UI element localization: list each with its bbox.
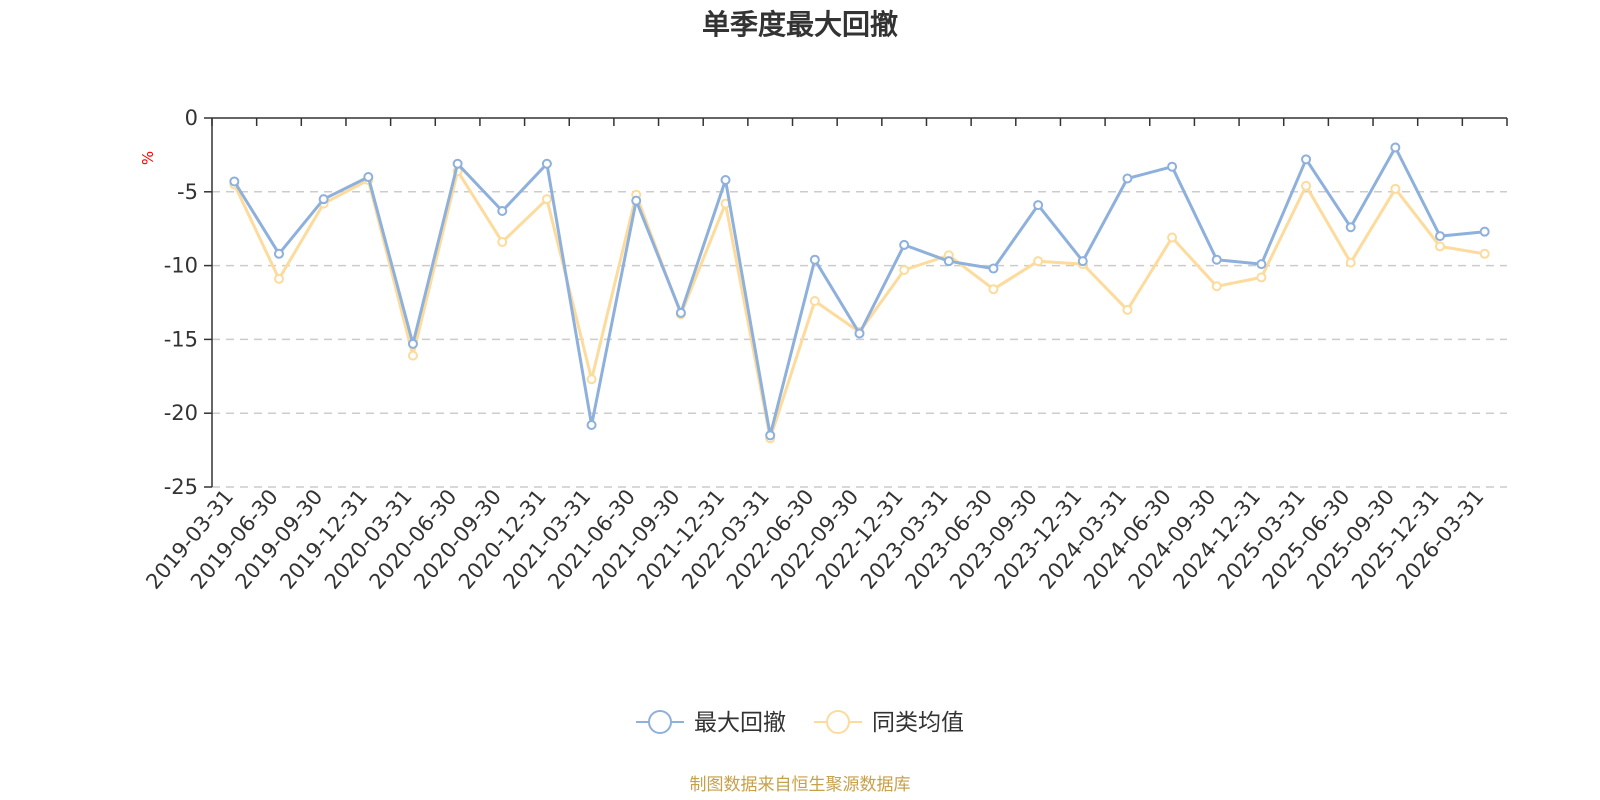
y-tick-label: -15 bbox=[164, 327, 198, 351]
data-point[interactable] bbox=[229, 176, 240, 187]
data-point[interactable] bbox=[1167, 161, 1178, 172]
data-point[interactable] bbox=[1435, 231, 1446, 242]
data-point[interactable] bbox=[1122, 304, 1133, 315]
data-point[interactable] bbox=[854, 328, 865, 339]
data-point[interactable] bbox=[541, 194, 552, 205]
legend-label-max-drawdown: 最大回撤 bbox=[694, 710, 786, 736]
y-tick-label: -10 bbox=[164, 254, 198, 278]
data-point[interactable] bbox=[497, 205, 508, 216]
legend-item-peer-average[interactable]: 同类均值 bbox=[814, 710, 964, 736]
y-tick-label: -25 bbox=[164, 475, 198, 499]
y-axis-unit-label: % bbox=[139, 151, 157, 165]
data-point[interactable] bbox=[363, 172, 374, 183]
data-point[interactable] bbox=[1301, 154, 1312, 165]
data-point[interactable] bbox=[1479, 226, 1490, 237]
data-point[interactable] bbox=[1211, 254, 1222, 265]
data-point[interactable] bbox=[809, 296, 820, 307]
data-point[interactable] bbox=[1033, 256, 1044, 267]
axes: 0-5-10-15-20-252019-03-312019-06-302019-… bbox=[141, 106, 1508, 594]
data-point[interactable] bbox=[586, 374, 597, 385]
data-point[interactable] bbox=[1345, 222, 1356, 233]
data-point[interactable] bbox=[1211, 281, 1222, 292]
data-point[interactable] bbox=[675, 307, 686, 318]
data-point[interactable] bbox=[273, 248, 284, 259]
data-point[interactable] bbox=[586, 420, 597, 431]
data-point[interactable] bbox=[407, 338, 418, 349]
data-point[interactable] bbox=[541, 158, 552, 169]
data-point[interactable] bbox=[452, 158, 463, 169]
data-point[interactable] bbox=[1256, 272, 1267, 283]
grid-lines bbox=[212, 191, 1507, 488]
y-tick-label: 0 bbox=[185, 106, 198, 130]
data-point[interactable] bbox=[1301, 180, 1312, 191]
data-point[interactable] bbox=[407, 350, 418, 361]
series-peer-average bbox=[229, 166, 1490, 444]
data-point[interactable] bbox=[1435, 241, 1446, 252]
data-point[interactable] bbox=[943, 256, 954, 267]
legend-item-max-drawdown[interactable]: 最大回撤 bbox=[636, 710, 786, 736]
legend-marker-peer-average bbox=[826, 710, 850, 734]
series-max-drawdown bbox=[229, 142, 1490, 441]
legend[interactable]: 最大回撤 同类均值 bbox=[636, 710, 964, 736]
chart-title: 单季度最大回撤 bbox=[702, 8, 898, 41]
data-point[interactable] bbox=[1390, 142, 1401, 153]
data-point[interactable] bbox=[273, 273, 284, 284]
data-point[interactable] bbox=[318, 194, 329, 205]
data-point[interactable] bbox=[1033, 200, 1044, 211]
data-point[interactable] bbox=[1479, 248, 1490, 259]
data-point[interactable] bbox=[720, 174, 731, 185]
data-point[interactable] bbox=[988, 284, 999, 295]
data-point[interactable] bbox=[1167, 232, 1178, 243]
data-point[interactable] bbox=[1345, 257, 1356, 268]
data-point[interactable] bbox=[497, 236, 508, 247]
data-point[interactable] bbox=[1256, 259, 1267, 270]
data-point[interactable] bbox=[988, 263, 999, 274]
data-point[interactable] bbox=[1122, 173, 1133, 184]
data-point[interactable] bbox=[1390, 183, 1401, 194]
data-source-note: 制图数据来自恒生聚源数据库 bbox=[690, 775, 911, 795]
series-lines bbox=[229, 142, 1490, 444]
series-line bbox=[233, 146, 1485, 437]
data-point[interactable] bbox=[899, 239, 910, 250]
y-tick-label: -5 bbox=[177, 180, 198, 204]
data-point[interactable] bbox=[1077, 256, 1088, 267]
y-tick-label: -20 bbox=[164, 401, 198, 425]
data-point[interactable] bbox=[765, 430, 776, 441]
data-point[interactable] bbox=[899, 265, 910, 276]
data-point[interactable] bbox=[631, 195, 642, 206]
legend-label-peer-average: 同类均值 bbox=[872, 710, 964, 736]
legend-marker-max-drawdown bbox=[648, 710, 672, 734]
data-point[interactable] bbox=[809, 254, 820, 265]
